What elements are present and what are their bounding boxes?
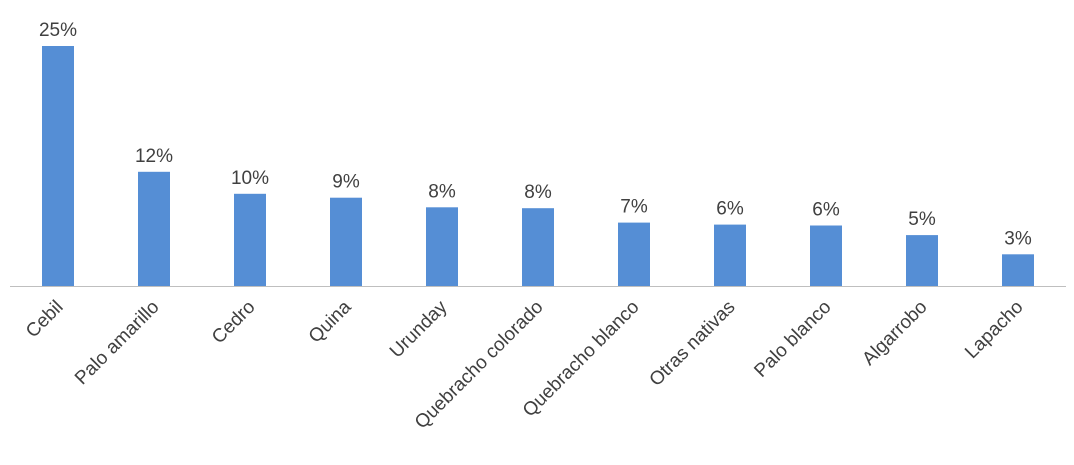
data-label: 9% <box>332 172 360 193</box>
data-labels-group: 25% 12% 10% 9% 8% 8% 7% 6% 6% 5% 3% <box>39 20 1032 249</box>
bar-quebracho-blanco <box>618 222 650 286</box>
bar-palo-amarillo <box>138 171 170 286</box>
bar-algarrobo <box>906 235 938 286</box>
bar-quina <box>330 197 362 286</box>
x-tick-label: Quina <box>305 296 356 347</box>
x-tick-labels-group: Cebil Palo amarillo Cedro Quina UrundayQuebr… <box>22 296 1027 433</box>
x-tick-label: Otras nativas <box>646 297 740 391</box>
bar-quebracho-colorado <box>522 208 554 286</box>
data-label: 3% <box>1004 228 1032 249</box>
data-label: 5% <box>908 209 936 230</box>
data-label: 25% <box>39 20 77 41</box>
bar-cedro <box>234 193 266 286</box>
x-tick-label: Lapacho <box>961 297 1027 363</box>
x-tick-label: Palo blanco <box>750 297 835 382</box>
bar-palo-blanco <box>810 225 842 286</box>
data-label: 6% <box>716 199 744 220</box>
x-tick-label: Urunday <box>386 296 452 362</box>
x-tick-label: Palo amarillo <box>71 297 164 390</box>
data-label: 8% <box>524 182 552 203</box>
data-label: 12% <box>135 146 173 167</box>
bar-cebil <box>42 46 74 286</box>
x-tick-label: Algarrobo <box>858 297 931 370</box>
bar-otras-nativas <box>714 224 746 286</box>
data-label: 7% <box>620 197 648 218</box>
bar-urunday <box>426 207 458 286</box>
data-label: 8% <box>428 181 456 202</box>
bar-lapacho <box>1002 254 1034 286</box>
data-label: 10% <box>231 168 269 189</box>
bars-group <box>42 46 1034 286</box>
x-tick-label: Cedro <box>208 297 259 348</box>
x-tick-label: Cebil <box>22 297 67 342</box>
data-label: 6% <box>812 200 840 221</box>
